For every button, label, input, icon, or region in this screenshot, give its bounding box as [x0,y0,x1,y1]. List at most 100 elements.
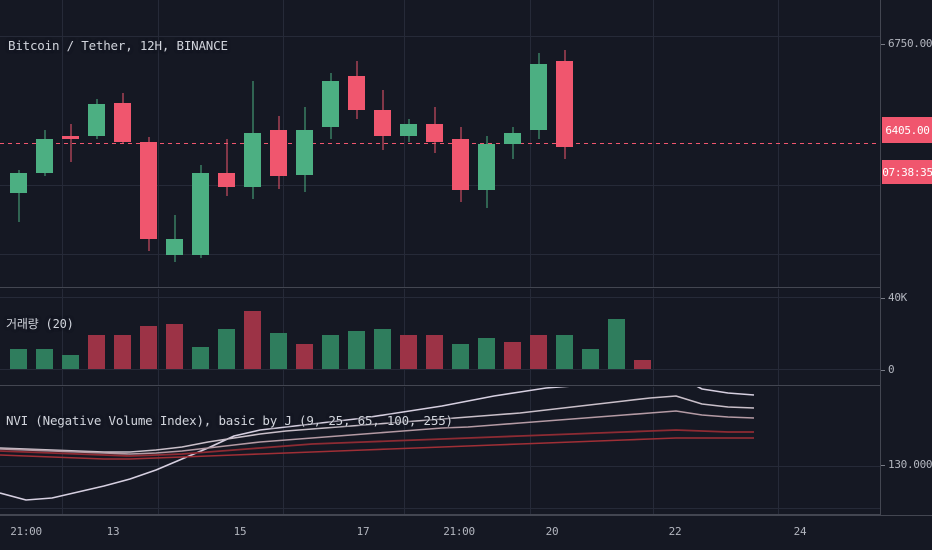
candlestick[interactable] [348,0,365,287]
candlestick[interactable] [192,0,209,287]
candlestick[interactable] [36,0,53,287]
bar-countdown-badge[interactable]: 07:38:35 [882,160,932,184]
nvi-axis-label: 130.0000 [888,458,932,471]
price-pane[interactable] [0,0,880,287]
candle-body [192,173,209,255]
candlestick[interactable] [400,0,417,287]
pane-separator-2 [0,385,932,386]
volume-bar[interactable] [426,334,443,369]
nvi-line-5 [0,437,754,460]
volume-bar[interactable] [504,342,521,369]
candlestick[interactable] [140,0,157,287]
candle-body [10,173,27,194]
volume-pane[interactable] [0,289,880,385]
volume-bar[interactable] [322,334,339,369]
time-axis-label: 22 [668,525,682,538]
volume-bar[interactable] [114,334,131,369]
vertical-gridline [283,387,284,515]
volume-indicator-legend[interactable]: 거래량 (20) [6,317,74,331]
volume-bar[interactable] [582,349,599,369]
volume-bar[interactable] [192,347,209,369]
vertical-gridline [62,289,63,385]
candle-body [504,132,521,145]
candle-body [374,110,391,136]
candlestick[interactable] [426,0,443,287]
candle-body [244,132,261,188]
candle-body [426,124,443,142]
candle-body [218,173,235,188]
horizontal-gridline [0,369,880,370]
volume-bar[interactable] [634,360,651,369]
horizontal-gridline [0,254,880,255]
time-axis-label: 13 [106,525,120,538]
candle-body [348,75,365,110]
time-axis-label: 21:00 [10,525,42,538]
vertical-gridline [778,289,779,385]
candlestick[interactable] [218,0,235,287]
candle-wick [226,138,227,197]
volume-bar[interactable] [478,338,495,369]
vertical-gridline [158,289,159,385]
volume-bar[interactable] [140,325,157,369]
candlestick[interactable] [10,0,27,287]
nvi-line-series [0,387,755,501]
candlestick[interactable] [270,0,287,287]
volume-bar[interactable] [530,334,547,369]
chart-title-legend[interactable]: Bitcoin / Tether, 12H, BINANCE [8,38,228,53]
volume-bar[interactable] [36,349,53,369]
volume-bar[interactable] [556,334,573,369]
candlestick[interactable] [452,0,469,287]
volume-bar[interactable] [452,343,469,369]
vertical-gridline [653,387,654,515]
volume-bar[interactable] [296,343,313,369]
pane-separator-1 [0,287,932,288]
volume-axis-label: 0 [888,363,895,376]
candle-body [88,104,105,136]
candlestick[interactable] [88,0,105,287]
volume-bar[interactable] [88,334,105,369]
volume-bar[interactable] [166,324,183,369]
nvi-indicator-legend[interactable]: NVI (Negative Volume Index), basic by J … [6,413,453,428]
candlestick[interactable] [530,0,547,287]
volume-bar[interactable] [348,331,365,369]
volume-bar[interactable] [244,311,261,369]
current-price-line [0,143,880,144]
candlestick[interactable] [62,0,79,287]
nvi-line-1 [0,387,755,501]
candle-body [400,124,417,136]
time-axis-label: 20 [545,525,559,538]
candle-body [270,130,287,176]
volume-bar[interactable] [374,329,391,369]
volume-bar[interactable] [62,354,79,369]
nvi-line-4 [0,429,754,457]
vertical-gridline [404,387,405,515]
price-scale-axis[interactable]: 6750.00 40K 0 130.0000 6405.00 07:38:35 [880,0,932,515]
volume-bar[interactable] [270,333,287,369]
candlestick[interactable] [478,0,495,287]
candlestick[interactable] [504,0,521,287]
candlestick[interactable] [374,0,391,287]
candlestick[interactable] [556,0,573,287]
price-axis-label: 6750.00 [888,37,932,50]
volume-bar[interactable] [10,349,27,369]
vertical-gridline [530,387,531,515]
axis-tick [881,44,885,45]
current-price-badge[interactable]: 6405.00 [882,117,932,143]
candlestick[interactable] [244,0,261,287]
candle-body [114,102,131,142]
axis-tick [881,298,885,299]
axis-tick [881,370,885,371]
volume-bar[interactable] [400,334,417,369]
vertical-gridline [653,289,654,385]
volume-bar[interactable] [218,329,235,369]
nvi-pane[interactable] [0,387,880,515]
candlestick[interactable] [296,0,313,287]
time-scale-axis[interactable]: 21:00 13 15 17 21:00 20 22 24 [0,515,932,550]
candle-body [322,81,339,128]
candle-body [478,144,495,191]
candlestick[interactable] [322,0,339,287]
candlestick[interactable] [166,0,183,287]
volume-bar[interactable] [608,318,625,369]
candlestick[interactable] [114,0,131,287]
